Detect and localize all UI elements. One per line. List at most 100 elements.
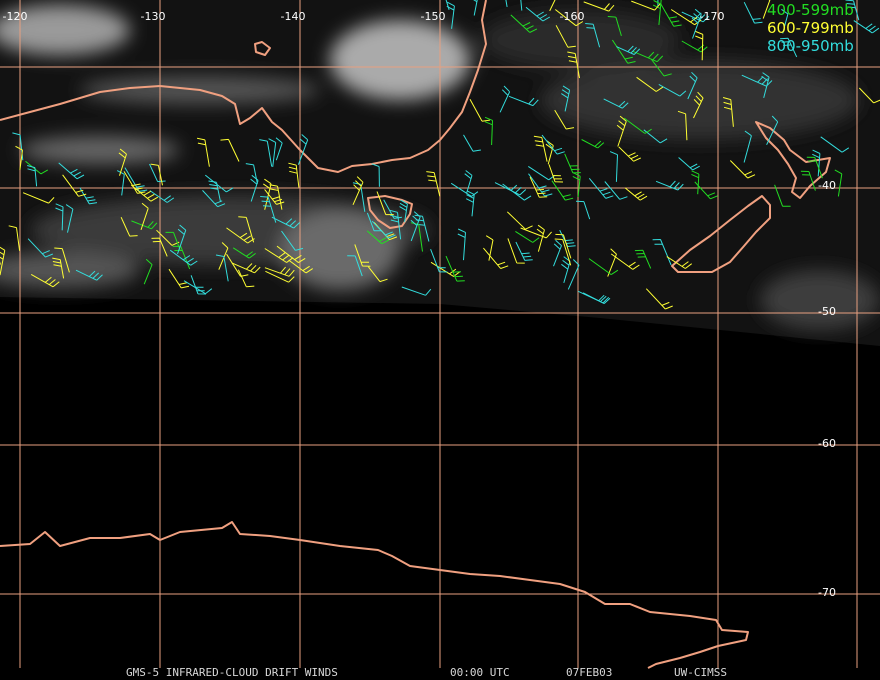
wind-barb: [169, 249, 198, 266]
wind-barb: [559, 229, 576, 247]
longitude-label: -140: [281, 10, 306, 23]
wind-barb: [499, 85, 511, 113]
wind-barb: [445, 255, 465, 282]
north-island-coast: [755, 121, 831, 199]
wind-barb: [297, 134, 309, 165]
wind-barb: [75, 269, 103, 281]
wind-barb: [536, 224, 545, 252]
small-island-coast: [254, 41, 271, 56]
wind-barb: [156, 229, 180, 246]
legend-entry: 600-799mb: [767, 19, 854, 37]
wind-barb: [691, 8, 702, 39]
wind-barb: [130, 184, 159, 202]
wind-barb: [780, 37, 798, 58]
wind-barb: [603, 98, 629, 109]
wind-barb: [634, 249, 652, 269]
wind-barb: [457, 228, 466, 261]
wind-barb: [694, 181, 718, 200]
wind-barb: [652, 0, 662, 25]
wind-barb: [681, 11, 710, 23]
wind-barb: [553, 239, 562, 267]
south-island-coast: [671, 195, 771, 273]
wind-barb: [583, 1, 615, 12]
wind-barb: [168, 268, 190, 289]
wind-barb: [30, 273, 60, 288]
wind-barb: [352, 176, 364, 206]
wind-barb: [520, 227, 552, 239]
wind-barb: [469, 98, 490, 122]
wind-barbs: [0, 0, 880, 310]
latitude-label: -60: [818, 437, 836, 450]
wind-barb: [678, 157, 700, 171]
wind-barb: [367, 266, 388, 283]
wind-barb: [52, 257, 65, 279]
longitude-label: -150: [421, 10, 446, 23]
wind-barb: [743, 1, 763, 24]
wind-barb: [8, 225, 21, 251]
wind-barb: [781, 8, 789, 34]
wind-barb: [265, 270, 295, 283]
wind-barb: [371, 220, 396, 239]
latitude-label: -70: [818, 586, 836, 599]
wind-barb: [54, 247, 70, 273]
footer-date: 07FEB03: [566, 666, 612, 679]
wind-barb: [399, 199, 408, 223]
wind-barb: [660, 3, 682, 27]
wind-barb: [264, 248, 294, 263]
latitude-label: -50: [818, 305, 836, 318]
wind-barb: [276, 245, 306, 264]
wind-barb: [264, 266, 295, 277]
wind-barb: [510, 14, 538, 33]
wind-barb: [561, 85, 571, 112]
footer: GMS-5 INFRARED-CLOUD DRIFT WINDS 00:00 U…: [126, 666, 727, 679]
wind-barb: [238, 216, 255, 243]
wind-barb: [577, 290, 610, 304]
australia-coast: [0, 0, 487, 173]
wind-barb: [508, 95, 539, 107]
labels: -120 -130 -140 -150 -160 -170 -40 -50 -6…: [3, 10, 836, 599]
wind-barb: [58, 162, 85, 180]
wind-barb: [616, 45, 641, 55]
wind-barb: [691, 170, 700, 195]
wind-barb: [149, 190, 175, 203]
wind-barb: [761, 72, 770, 99]
wind-barb: [430, 249, 448, 273]
wind-barb: [220, 138, 240, 162]
footer-product: GMS-5 INFRARED-CLOUD DRIFT WINDS: [126, 666, 338, 679]
wind-barb: [347, 255, 363, 277]
wind-barb: [204, 174, 234, 193]
wind-barb: [215, 254, 229, 282]
wind-barb: [118, 148, 127, 176]
wind-barb: [636, 76, 664, 92]
wind-barb: [268, 138, 277, 167]
wind-barb: [766, 115, 779, 146]
wind-barb: [548, 164, 564, 183]
wind-barb: [494, 182, 527, 196]
wind-barb: [401, 286, 432, 296]
wind-barb: [143, 258, 153, 285]
wind-barb: [464, 170, 473, 194]
wind-barb: [581, 139, 605, 149]
wind-barb: [190, 275, 207, 295]
wind-barb: [463, 134, 481, 152]
wind-barb: [729, 160, 756, 179]
wind-barb: [22, 192, 55, 204]
wind-barb: [820, 136, 850, 153]
wind-barb: [502, 183, 532, 201]
wind-barb: [237, 269, 255, 288]
wind-barb: [554, 238, 572, 266]
longitude-label: -130: [141, 10, 166, 23]
wind-barb: [743, 130, 752, 163]
wind-barb: [774, 184, 791, 207]
wind-barb: [588, 258, 619, 276]
wind-barb: [554, 9, 584, 27]
wind-barb: [354, 244, 371, 267]
wind-barb: [515, 230, 540, 243]
wind-barb: [507, 238, 525, 264]
wind-barb: [687, 71, 698, 100]
wind-barb: [281, 230, 304, 251]
wind-barb: [150, 163, 163, 186]
wind-barb: [465, 190, 475, 217]
